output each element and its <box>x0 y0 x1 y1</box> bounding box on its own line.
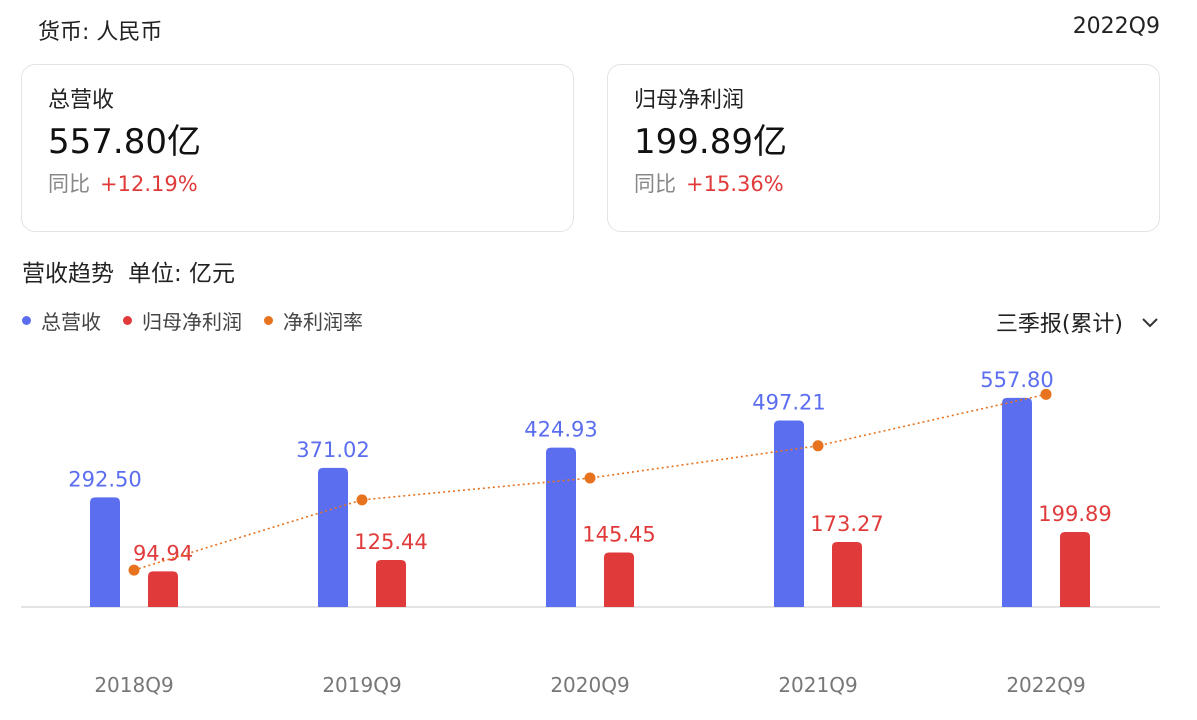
revenue-data-label: 424.93 <box>524 418 597 442</box>
net-profit-yoy-label: 同比 <box>634 172 676 196</box>
revenue-value: 557.80亿 <box>48 122 201 162</box>
net-profit-data-label: 125.44 <box>354 530 427 554</box>
net-profit-yoy-value: +15.36% <box>686 172 784 196</box>
revenue-card: 总营收 557.80亿 同比 +12.19% <box>21 64 574 232</box>
revenue-data-label: 557.80 <box>980 368 1053 392</box>
net-profit-bar <box>148 571 178 607</box>
net-margin-point <box>356 494 368 506</box>
revenue-bar <box>1002 397 1032 607</box>
section-title: 营收趋势 单位: 亿元 <box>22 254 235 288</box>
net-profit-bar <box>604 552 634 607</box>
legend-label-revenue: 总营收 <box>41 310 101 334</box>
net-profit-data-label: 199.89 <box>1038 502 1111 526</box>
x-tick-label: 2020Q9 <box>550 673 629 697</box>
net-profit-card: 归母净利润 199.89亿 同比 +15.36% <box>607 64 1160 232</box>
chevron-down-icon <box>1142 318 1158 328</box>
x-tick-label: 2019Q9 <box>322 673 401 697</box>
legend-label-net-profit: 归母净利润 <box>142 310 242 334</box>
legend-label-net-margin: 净利润率 <box>283 310 363 334</box>
net-margin-point <box>584 472 596 484</box>
net-profit-value: 199.89亿 <box>634 122 787 162</box>
chart-legend: 总营收 归母净利润 净利润率 <box>22 306 385 335</box>
report-type-label: 三季报(累计) <box>995 312 1123 337</box>
revenue-yoy-label: 同比 <box>48 172 90 196</box>
net-profit-bar <box>376 559 406 607</box>
net-profit-data-label: 145.45 <box>582 522 655 546</box>
x-tick-label: 2018Q9 <box>94 673 173 697</box>
net-profit-label: 归母净利润 <box>634 88 745 113</box>
currency-label: 货币: 人民币 <box>38 20 163 45</box>
section-unit: 单位: 亿元 <box>128 261 236 287</box>
revenue-label: 总营收 <box>48 88 115 113</box>
legend-item-net-margin[interactable]: 净利润率 <box>264 306 363 335</box>
x-tick-label: 2022Q9 <box>1006 673 1085 697</box>
revenue-yoy: 同比 +12.19% <box>48 171 547 197</box>
report-type-dropdown[interactable]: 三季报(累计) <box>996 306 1161 338</box>
net-profit-data-label: 173.27 <box>810 512 883 536</box>
revenue-data-label: 497.21 <box>752 391 825 415</box>
net-margin-point <box>128 564 140 576</box>
net-margin-point <box>1040 388 1052 400</box>
report-period: 2022Q9 <box>1072 14 1160 39</box>
net-profit-yoy: 同比 +15.36% <box>634 171 1133 197</box>
legend-dot-net-margin <box>264 316 273 325</box>
net-profit-bar <box>1060 532 1090 607</box>
legend-dot-revenue <box>22 316 31 325</box>
legend-dot-net-profit <box>123 316 132 325</box>
net-margin-point <box>812 440 824 452</box>
x-tick-label: 2021Q9 <box>778 673 857 697</box>
net-margin-line <box>133 393 1047 571</box>
section-title-text: 营收趋势 <box>22 261 114 287</box>
revenue-data-label: 371.02 <box>296 438 369 462</box>
revenue-yoy-value: +12.19% <box>100 172 198 196</box>
revenue-bar <box>90 497 120 607</box>
legend-item-revenue[interactable]: 总营收 <box>22 306 101 335</box>
revenue-data-label: 292.50 <box>68 467 141 491</box>
revenue-trend-chart: 292.5094.942018Q9371.02125.442019Q9424.9… <box>21 368 1160 697</box>
revenue-bar <box>774 420 804 607</box>
legend-item-net-profit[interactable]: 归母净利润 <box>123 306 242 335</box>
revenue-bar <box>546 447 576 607</box>
revenue-bar <box>318 467 348 607</box>
net-profit-bar <box>832 542 862 607</box>
